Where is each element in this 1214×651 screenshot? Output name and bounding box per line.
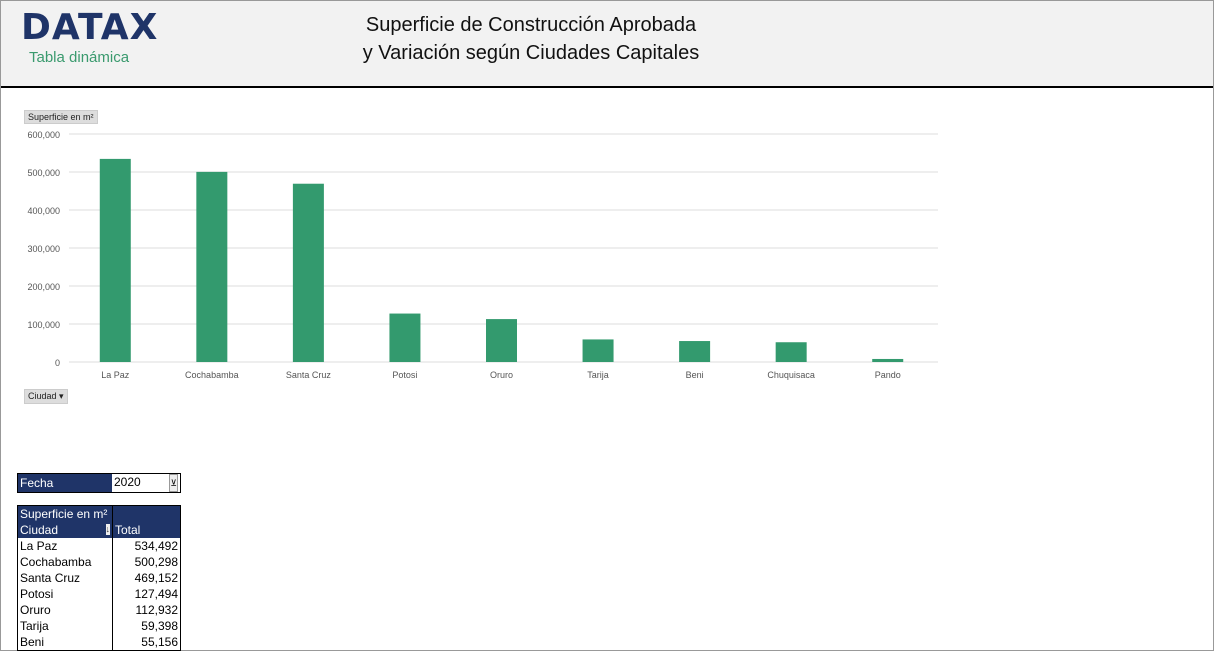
row-value: 112,932 [135,603,179,617]
row-label: Potosi [17,586,113,602]
y-tick-label: 200,000 [27,282,60,292]
x-tick-label: Oruro [490,370,513,380]
row-value: 534,492 [134,539,178,553]
y-tick-label: 400,000 [27,206,60,216]
y-tick-label: 500,000 [27,168,60,178]
filter-value[interactable]: 2020 ⊻ [112,474,181,493]
row-value: 55,156 [141,635,178,649]
row-header: Ciudad [20,523,59,537]
row-value: 127,494 [134,587,178,601]
datax-logo: DATAX [21,7,159,48]
table-row: La Paz 534,492 [17,538,181,554]
x-tick-label: Chuquisaca [767,370,815,380]
table-row: Cochabamba 500,298 [17,554,181,570]
filter-icon[interactable]: ⊻ [169,474,178,492]
row-label: Cochabamba [17,554,113,570]
row-label: Tarija [17,618,113,634]
axis-field-label: Ciudad [28,391,57,401]
row-label: Beni [17,634,113,651]
title-line2: y Variación según Ciudades Capitales [362,42,700,64]
measure-header: Superficie en m² [17,505,113,522]
x-tick-label: Cochabamba [185,370,239,380]
table-row: Oruro 112,932 [17,602,181,618]
row-label: La Paz [17,538,113,554]
x-tick-label: Tarija [587,370,609,380]
report-filter: Fecha 2020 ⊻ [17,473,181,493]
subtitle: Tabla dinámica [29,49,130,66]
bar-oruro [486,319,517,362]
bar-chuquisaca [775,342,807,362]
page-title: Superficie de Construcción Aprobada y Var… [301,11,761,67]
dropdown-icon: ▾ [59,391,64,401]
axis-field-button-ciudad[interactable]: Ciudad ▾ [24,389,68,404]
bar-beni [679,341,711,362]
row-label: Oruro [17,602,113,618]
bar-cochabamba [196,171,228,362]
bar-potosi [389,313,421,362]
y-tick-label: 300,000 [27,244,60,254]
pivot-table: Superficie en m² Ciudad ↓ Total La Paz 534,… [17,505,181,651]
sort-filter-icon[interactable]: ↓ [105,524,110,535]
x-tick-label: Santa Cruz [286,370,332,380]
x-tick-label: La Paz [101,370,130,380]
bar-la-paz [99,158,131,362]
bar-tarija [582,339,614,362]
bar-santa-cruz [292,183,324,362]
x-tick-label: Potosi [392,370,417,380]
row-value: 500,298 [134,555,178,569]
x-tick-label: Pando [875,370,901,380]
row-label: Santa Cruz [17,570,113,586]
header: DATAX Tabla dinámica Superficie de Const… [1,1,1213,88]
row-value: 59,398 [141,619,178,633]
value-field-button[interactable]: Superficie en m² [24,110,98,124]
row-value: 469,152 [134,571,178,585]
table-row: Potosi 127,494 [17,586,181,602]
filter-value-text: 2020 [114,475,141,489]
y-tick-label: 100,000 [27,320,60,330]
y-tick-label: 0 [55,358,60,368]
title-line1: Superficie de Construcción Aprobada [365,14,697,36]
table-row: Beni 55,156 [17,634,181,651]
y-tick-label: 600,000 [27,130,60,140]
bar-pando [872,358,904,362]
x-tick-label: Beni [686,370,704,380]
table-row: Tarija 59,398 [17,618,181,634]
bar-chart: 0 100,000 200,000 300,000 400,000 500,000 600,… [27,130,938,380]
col-header: Total [115,523,141,537]
filter-label: Fecha [17,473,112,493]
table-row: Santa Cruz 469,152 [17,570,181,586]
